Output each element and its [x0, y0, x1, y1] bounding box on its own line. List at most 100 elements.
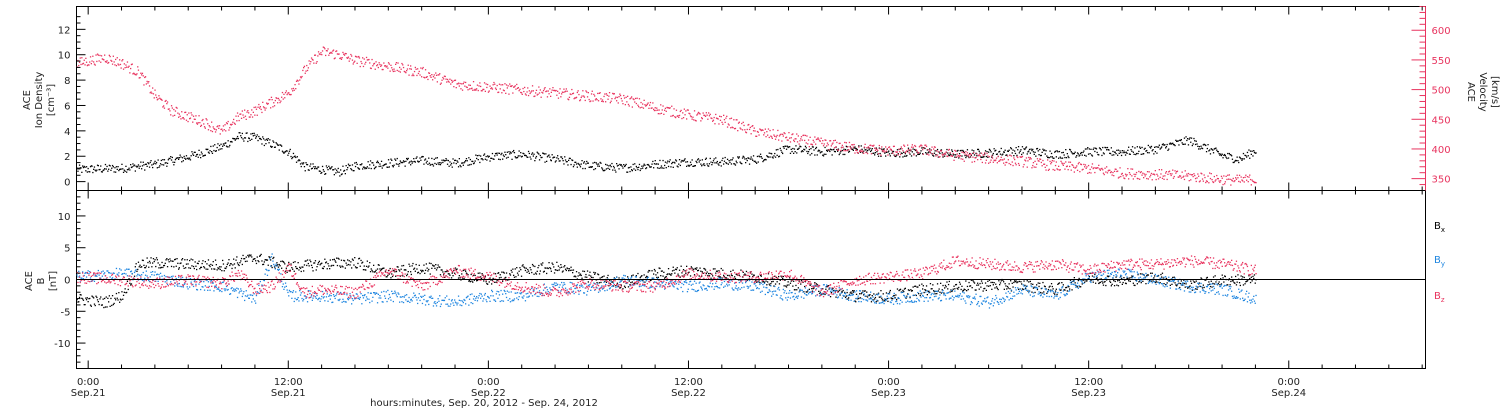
- point: [804, 134, 807, 137]
- point: [953, 159, 955, 161]
- point: [911, 290, 913, 292]
- point: [277, 102, 279, 104]
- point: [1081, 169, 1083, 171]
- point: [96, 275, 98, 277]
- point: [579, 99, 582, 101]
- point: [546, 156, 549, 158]
- point: [586, 162, 589, 164]
- point: [89, 56, 92, 58]
- point: [306, 69, 309, 72]
- point: [1065, 165, 1068, 168]
- point: [395, 270, 398, 273]
- point: [126, 169, 129, 171]
- point: [1255, 152, 1257, 154]
- point: [933, 291, 936, 293]
- point: [1059, 289, 1061, 291]
- point: [1249, 150, 1252, 152]
- point: [965, 151, 967, 153]
- point: [189, 159, 192, 161]
- point: [1011, 282, 1013, 284]
- point: [980, 152, 983, 154]
- point: [454, 267, 457, 269]
- point: [236, 137, 238, 140]
- point: [100, 55, 103, 57]
- point: [454, 159, 457, 161]
- point: [1118, 176, 1120, 178]
- point: [706, 271, 708, 273]
- point: [1071, 152, 1073, 154]
- point: [1171, 173, 1173, 175]
- point: [843, 150, 845, 152]
- point: [320, 263, 322, 265]
- point: [741, 157, 744, 159]
- point: [1175, 139, 1177, 141]
- point: [412, 262, 414, 265]
- point: [652, 160, 654, 163]
- point: [161, 99, 163, 101]
- point: [773, 155, 775, 157]
- point: [1249, 178, 1252, 181]
- point: [486, 159, 488, 161]
- point: [205, 118, 207, 120]
- point: [1060, 160, 1062, 162]
- point: [243, 258, 245, 260]
- point: [408, 296, 410, 299]
- point: [380, 291, 383, 293]
- point: [520, 92, 523, 94]
- point: [858, 146, 860, 148]
- point: [947, 288, 949, 290]
- point: [1112, 150, 1114, 153]
- point: [387, 166, 389, 168]
- point: [1011, 161, 1013, 163]
- point: [378, 264, 380, 266]
- point: [885, 150, 888, 152]
- point: [999, 282, 1002, 284]
- point: [788, 284, 790, 286]
- point: [639, 277, 641, 279]
- point: [864, 143, 866, 145]
- point: [396, 69, 398, 72]
- point: [724, 121, 726, 123]
- point: [1107, 276, 1109, 278]
- point: [88, 64, 90, 66]
- point: [511, 158, 513, 160]
- point: [1168, 143, 1171, 145]
- point: [1131, 275, 1133, 277]
- point: [306, 301, 309, 303]
- point: [699, 113, 701, 115]
- point: [575, 96, 578, 98]
- point: [278, 263, 280, 266]
- point: [195, 265, 197, 267]
- point: [314, 262, 316, 264]
- point: [1139, 273, 1142, 275]
- point: [249, 139, 251, 141]
- point: [585, 163, 587, 165]
- point: [369, 271, 372, 273]
- point: [114, 297, 116, 299]
- point: [709, 113, 711, 115]
- point: [117, 63, 119, 65]
- point: [322, 267, 324, 270]
- point: [815, 143, 817, 145]
- point: [384, 295, 386, 297]
- point: [1160, 147, 1162, 149]
- point: [878, 296, 880, 298]
- point: [174, 161, 176, 163]
- point: [1146, 177, 1148, 180]
- point: [931, 153, 933, 155]
- point: [260, 253, 262, 256]
- point: [277, 144, 279, 146]
- point: [183, 118, 185, 120]
- point: [413, 268, 415, 270]
- point: [1107, 170, 1109, 172]
- point: [422, 270, 424, 272]
- point: [1220, 153, 1222, 155]
- point: [920, 293, 922, 295]
- point: [963, 160, 965, 162]
- point: [955, 283, 958, 286]
- point: [375, 166, 377, 168]
- point: [513, 152, 516, 154]
- point: [406, 68, 409, 70]
- point: [76, 274, 78, 276]
- point: [677, 273, 679, 275]
